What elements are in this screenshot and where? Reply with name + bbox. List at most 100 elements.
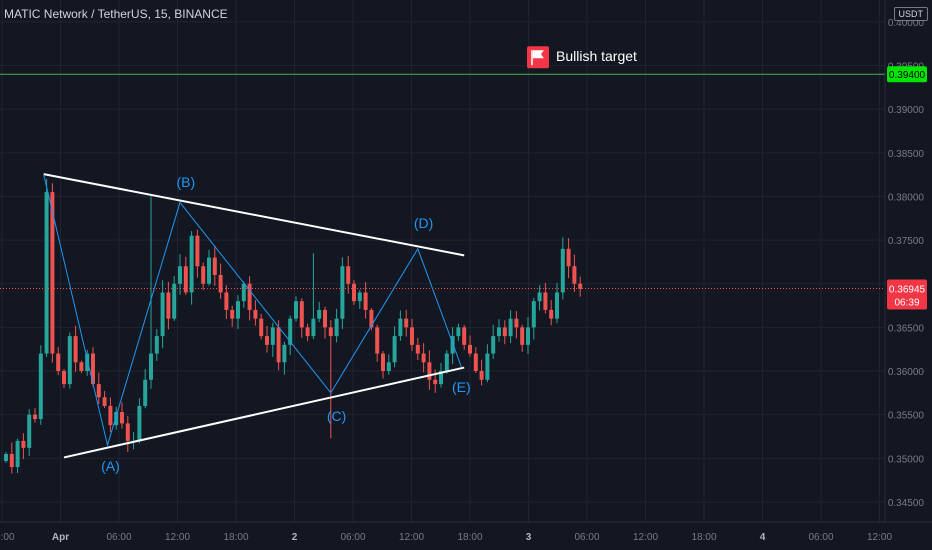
candle-body [9, 453, 14, 468]
candle-body [311, 318, 316, 337]
candle-body [288, 318, 293, 345]
candle-body [276, 327, 281, 363]
candle-body [346, 266, 351, 284]
wave-label: (D) [414, 215, 433, 231]
candle-body [4, 453, 8, 461]
y-tick-label: 0.37500 [888, 236, 925, 247]
candle-body [578, 283, 583, 289]
candle-body [207, 257, 211, 284]
candle-body [340, 266, 345, 319]
candle-body [468, 344, 472, 354]
upper-trendline [43, 173, 465, 257]
x-tick-label: 18:00 [0, 532, 15, 543]
candle-body [526, 327, 530, 345]
y-tick-label: 0.40000 [888, 18, 925, 29]
x-tick-label: 18:00 [457, 532, 482, 543]
x-tick-label: 3 [526, 532, 532, 543]
candle-body [253, 309, 258, 319]
candle-body [44, 192, 49, 354]
price-axis [885, 0, 932, 550]
candle-body [392, 336, 397, 363]
target-label: Bullish target [556, 48, 637, 64]
y-tick-label: 0.34500 [888, 498, 925, 509]
candle-body [85, 353, 90, 372]
x-tick-label: 4 [760, 532, 766, 543]
candle-body [491, 336, 496, 354]
candle-body [160, 292, 165, 337]
wave-label: (C) [327, 408, 346, 424]
candle-body [328, 327, 333, 337]
candle-body [381, 353, 385, 372]
x-tick-label: 06:00 [340, 532, 365, 543]
candle-body [456, 327, 461, 337]
x-tick-label: 12:00 [165, 532, 190, 543]
time-axis [0, 522, 932, 550]
y-tick-label: 0.36000 [888, 367, 925, 378]
candle-body [386, 362, 391, 372]
candle-body [555, 292, 559, 319]
last-price-tag [887, 279, 927, 310]
candle-body [531, 301, 536, 328]
y-tick-label: 0.39000 [888, 105, 925, 116]
x-tick-label: 18:00 [691, 532, 716, 543]
x-tick-label: 2 [292, 532, 298, 543]
y-tick-label: 0.38000 [888, 192, 925, 203]
candle-body [62, 371, 66, 385]
candle-body [415, 344, 420, 354]
candle-body [218, 275, 223, 293]
candle-body [178, 266, 182, 284]
wave-path [43, 174, 462, 448]
candle-body [236, 301, 240, 319]
candle-body [549, 309, 554, 319]
candle-body [15, 440, 20, 468]
candle-body [334, 318, 339, 337]
candle-body [50, 192, 55, 354]
candle-body [270, 327, 275, 345]
candle-body [189, 235, 194, 293]
candle-body [247, 283, 252, 310]
candle-body [305, 327, 310, 337]
y-tick-label: 0.35500 [888, 411, 925, 422]
target-price-tag [887, 66, 927, 83]
candle-body [363, 292, 368, 310]
x-tick-label: 18:00 [223, 532, 248, 543]
currency-selector[interactable]: USDT [893, 7, 928, 21]
candle-body [125, 423, 130, 441]
candle-body [201, 266, 206, 284]
candle-body [421, 353, 426, 363]
candle-body [241, 283, 246, 302]
candle-body [439, 371, 443, 385]
candle-body [444, 353, 449, 372]
candle-body [108, 405, 113, 426]
candle-body [154, 336, 159, 354]
candle-body [572, 266, 577, 284]
candle-body [230, 309, 235, 319]
candle-body [485, 353, 490, 380]
candle-body [172, 283, 177, 319]
candle-body [143, 379, 148, 406]
candle-body [21, 440, 26, 448]
candle-body [427, 362, 432, 380]
candle-body [265, 336, 269, 345]
candle-body [508, 318, 513, 337]
candle-body [56, 353, 61, 372]
candle-body [433, 379, 438, 385]
symbol-title: MATIC Network / TetherUS, 15, BINANCE [4, 7, 228, 21]
candle-body [520, 327, 525, 345]
flag-icon [527, 46, 549, 69]
last-price-value: 0.36945 [889, 285, 926, 296]
candle-body [282, 344, 287, 363]
flag-icon-cloth [533, 50, 544, 59]
wave-label: (E) [452, 379, 471, 395]
candle-body [352, 283, 356, 302]
candle-body [317, 309, 322, 319]
candle-body [259, 318, 264, 337]
candle-body [375, 327, 380, 354]
candle-body [410, 327, 414, 345]
y-tick-label: 0.36500 [888, 323, 925, 334]
x-tick-label: Apr [52, 532, 69, 543]
candle-body [137, 405, 142, 441]
